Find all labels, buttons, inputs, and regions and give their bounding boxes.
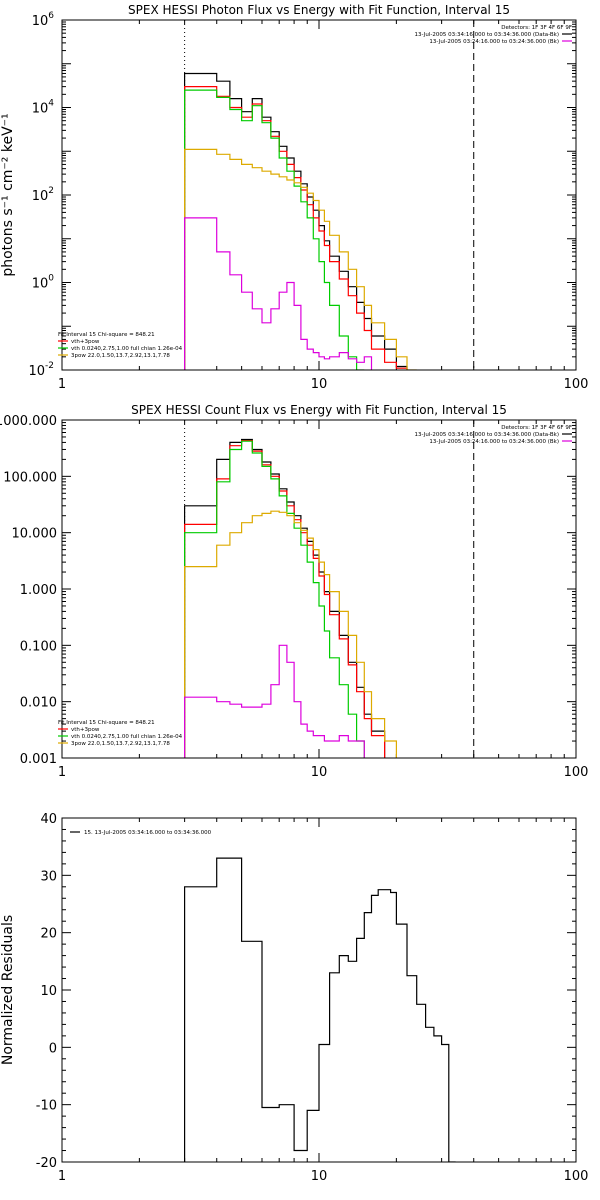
fit-legend-entry: vth+3pow <box>71 339 100 345</box>
x-tick-label: 100 <box>564 1169 589 1184</box>
x-tick-label: 1 <box>58 1169 66 1184</box>
x-tick-label: 100 <box>564 377 589 392</box>
x-tick-label: 1 <box>58 377 66 392</box>
fit-legend-entry: vth 0.0240,2.75,1.00 full chian 1.26e-04 <box>71 734 183 740</box>
y-tick-label: 100 <box>32 274 55 292</box>
chart-panel-2: SPEX HESSI Count Flux vs Energy with Fit… <box>0 403 588 780</box>
legend-entry: 13-Jul-2005 03:34:16.000 to 03:34:36.000… <box>415 32 560 38</box>
fit-legend-header: Fit Interval 15 Chi-square = 848.21 <box>58 332 155 338</box>
x-tick-label: 10 <box>311 765 328 780</box>
y-tick-label: 100.000 <box>3 470 57 485</box>
y-tick-label: 0 <box>49 1041 57 1056</box>
y-tick-label: 10 <box>40 984 57 999</box>
y-tick-label: -20 <box>36 1156 57 1171</box>
x-tick-label: 10 <box>311 1169 328 1184</box>
chart-title: SPEX HESSI Photon Flux vs Energy with Fi… <box>128 3 510 17</box>
y-tick-label: 0.001 <box>20 752 57 767</box>
y-tick-label: 104 <box>32 99 55 117</box>
legend-entry: 15. 13-Jul-2005 03:34:16.000 to 03:34:36… <box>84 830 212 836</box>
y-tick-label: 0.010 <box>20 696 57 711</box>
series-line-1 <box>184 438 386 758</box>
legend-entry: 13-Jul-2005 03:34:16.000 to 03:34:36.000… <box>415 432 560 438</box>
plot-frame <box>61 817 577 1163</box>
x-tick-label: 1 <box>58 765 66 780</box>
series-line-4 <box>184 510 397 758</box>
series-line-4 <box>184 148 417 370</box>
y-tick-label: 20 <box>40 927 57 942</box>
x-tick-label: 100 <box>564 765 589 780</box>
y-tick-label: 10.000 <box>12 527 58 542</box>
chart-panel-3: Normalized Residuals 1 10 100 -20 -10 0 10 20 30 4… <box>0 812 588 1184</box>
plot-frame <box>61 419 577 759</box>
fit-legend-entry: 3pow 22.0,1.50,13.7,2.92,13.1,7.78 <box>71 741 170 747</box>
y-tick-label: 1.000 <box>20 583 57 598</box>
series-line-2 <box>184 86 408 370</box>
series-line-1 <box>184 857 456 1162</box>
y-tick-label: 0.100 <box>20 639 57 654</box>
y-tick-label: 1000.000 <box>0 414 57 429</box>
y-tick-label: 10-2 <box>28 361 54 379</box>
fit-legend-header: Fit Interval 15 Chi-square = 848.21 <box>58 720 155 726</box>
legend-header: Detectors: 1F 3F 4F 6F 9F <box>501 425 572 431</box>
legend-entry: 13-Jul-2005 03:24:16.000 to 03:24:36.000… <box>429 439 559 445</box>
x-tick-label: 10 <box>311 377 328 392</box>
fit-legend-entry: vth 0.0240,2.75,1.00 full chian 1.26e-04 <box>71 346 183 352</box>
series-line-3 <box>184 440 365 758</box>
y-tick-label: 40 <box>40 812 57 827</box>
y-tick-label: 106 <box>32 11 55 29</box>
y-tick-label: 30 <box>40 869 57 884</box>
y-axis-label: photons s⁻¹ cm⁻² keV⁻¹ <box>0 113 16 276</box>
series-line-3 <box>184 89 365 370</box>
y-axis-label: Normalized Residuals <box>0 915 16 1065</box>
legend-header: Detectors: 1F 3F 4F 6F 9F <box>501 25 572 31</box>
series-line-1 <box>184 72 408 370</box>
chart-panel-1: SPEX HESSI Photon Flux vs Energy with Fi… <box>0 3 588 392</box>
series-line-5 <box>184 644 365 758</box>
legend-entry: 13-Jul-2005 03:24:16.000 to 03:24:36.000… <box>429 39 559 45</box>
y-tick-label: 102 <box>32 186 54 204</box>
fit-legend-entry: 3pow 22.0,1.50,13.7,2.92,13.1,7.78 <box>71 353 170 359</box>
chart-title: SPEX HESSI Count Flux vs Energy with Fit… <box>131 403 507 417</box>
fit-legend-entry: vth+3pow <box>71 727 100 733</box>
plot-frame <box>61 19 577 371</box>
y-tick-label: -10 <box>36 1099 57 1114</box>
series-line-5 <box>184 217 373 370</box>
